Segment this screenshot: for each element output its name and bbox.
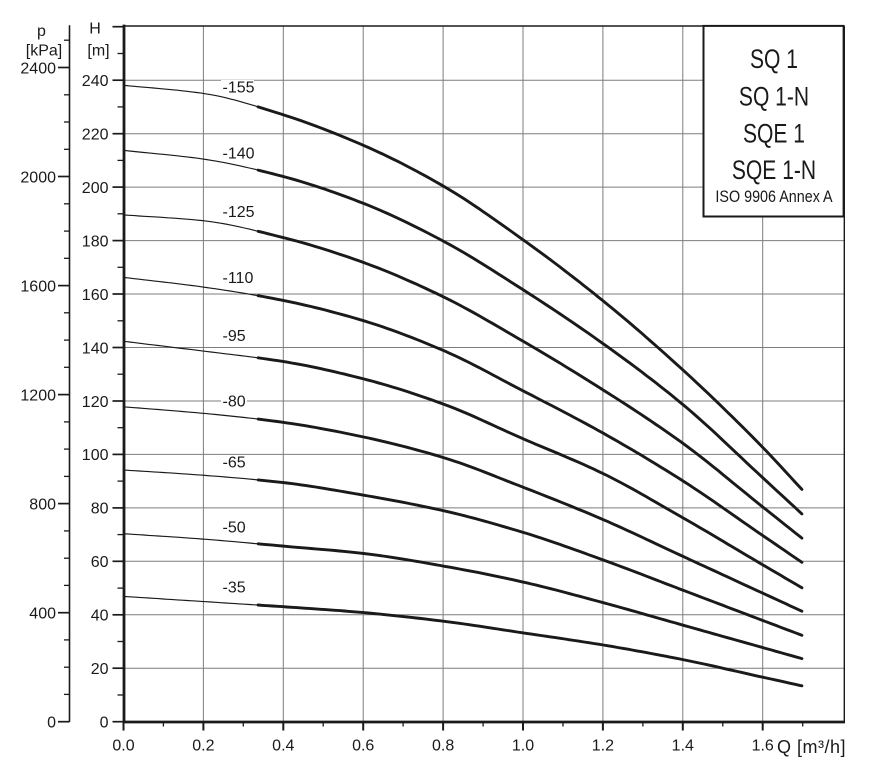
- svg-text:200: 200: [82, 180, 109, 197]
- svg-text:80: 80: [91, 501, 109, 518]
- svg-text:-80: -80: [223, 394, 246, 411]
- svg-text:0.2: 0.2: [192, 738, 214, 755]
- svg-text:0: 0: [47, 715, 56, 732]
- svg-text:180: 180: [82, 233, 109, 250]
- svg-text:160: 160: [82, 287, 109, 304]
- svg-text:0.6: 0.6: [352, 738, 374, 755]
- svg-text:1.4: 1.4: [672, 738, 694, 755]
- svg-text:800: 800: [29, 496, 56, 513]
- svg-text:1600: 1600: [20, 278, 56, 295]
- svg-text:0.4: 0.4: [272, 738, 294, 755]
- svg-text:120: 120: [82, 394, 109, 411]
- svg-text:1.0: 1.0: [512, 738, 534, 755]
- svg-text:-110: -110: [223, 270, 254, 287]
- svg-text:SQE 1-N: SQE 1-N: [732, 156, 816, 186]
- svg-text:2400: 2400: [20, 60, 56, 77]
- svg-text:ISO 9906 Annex A: ISO 9906 Annex A: [715, 188, 833, 206]
- svg-text:220: 220: [82, 127, 109, 144]
- svg-text:-65: -65: [223, 455, 246, 472]
- svg-text:0.8: 0.8: [432, 738, 454, 755]
- svg-text:-50: -50: [223, 520, 246, 537]
- svg-text:-35: -35: [223, 580, 246, 597]
- svg-text:1.6: 1.6: [752, 738, 774, 755]
- svg-text:1.2: 1.2: [592, 738, 614, 755]
- svg-text:400: 400: [29, 606, 56, 623]
- svg-text:-95: -95: [223, 328, 246, 345]
- svg-text:100: 100: [82, 447, 109, 464]
- svg-text:140: 140: [82, 340, 109, 357]
- svg-text:SQE 1: SQE 1: [743, 119, 805, 149]
- svg-text:60: 60: [91, 554, 109, 571]
- svg-text:-125: -125: [223, 204, 255, 221]
- svg-text:2000: 2000: [20, 169, 56, 186]
- svg-text:p: p: [37, 23, 46, 40]
- svg-text:-140: -140: [223, 145, 255, 162]
- svg-text:0.0: 0.0: [112, 738, 134, 755]
- svg-text:1200: 1200: [20, 387, 56, 404]
- svg-text:SQ 1-N: SQ 1-N: [739, 82, 809, 112]
- svg-text:H: H: [89, 20, 101, 37]
- svg-text:Q [m³/h]: Q [m³/h]: [777, 737, 846, 757]
- svg-text:[m]: [m]: [87, 43, 109, 60]
- svg-text:0: 0: [100, 715, 109, 732]
- svg-text:-155: -155: [223, 80, 255, 97]
- svg-text:240: 240: [82, 73, 109, 90]
- svg-text:SQ 1: SQ 1: [750, 45, 798, 75]
- svg-text:40: 40: [91, 608, 109, 625]
- svg-text:20: 20: [91, 661, 109, 678]
- svg-text:[kPa]: [kPa]: [26, 43, 62, 60]
